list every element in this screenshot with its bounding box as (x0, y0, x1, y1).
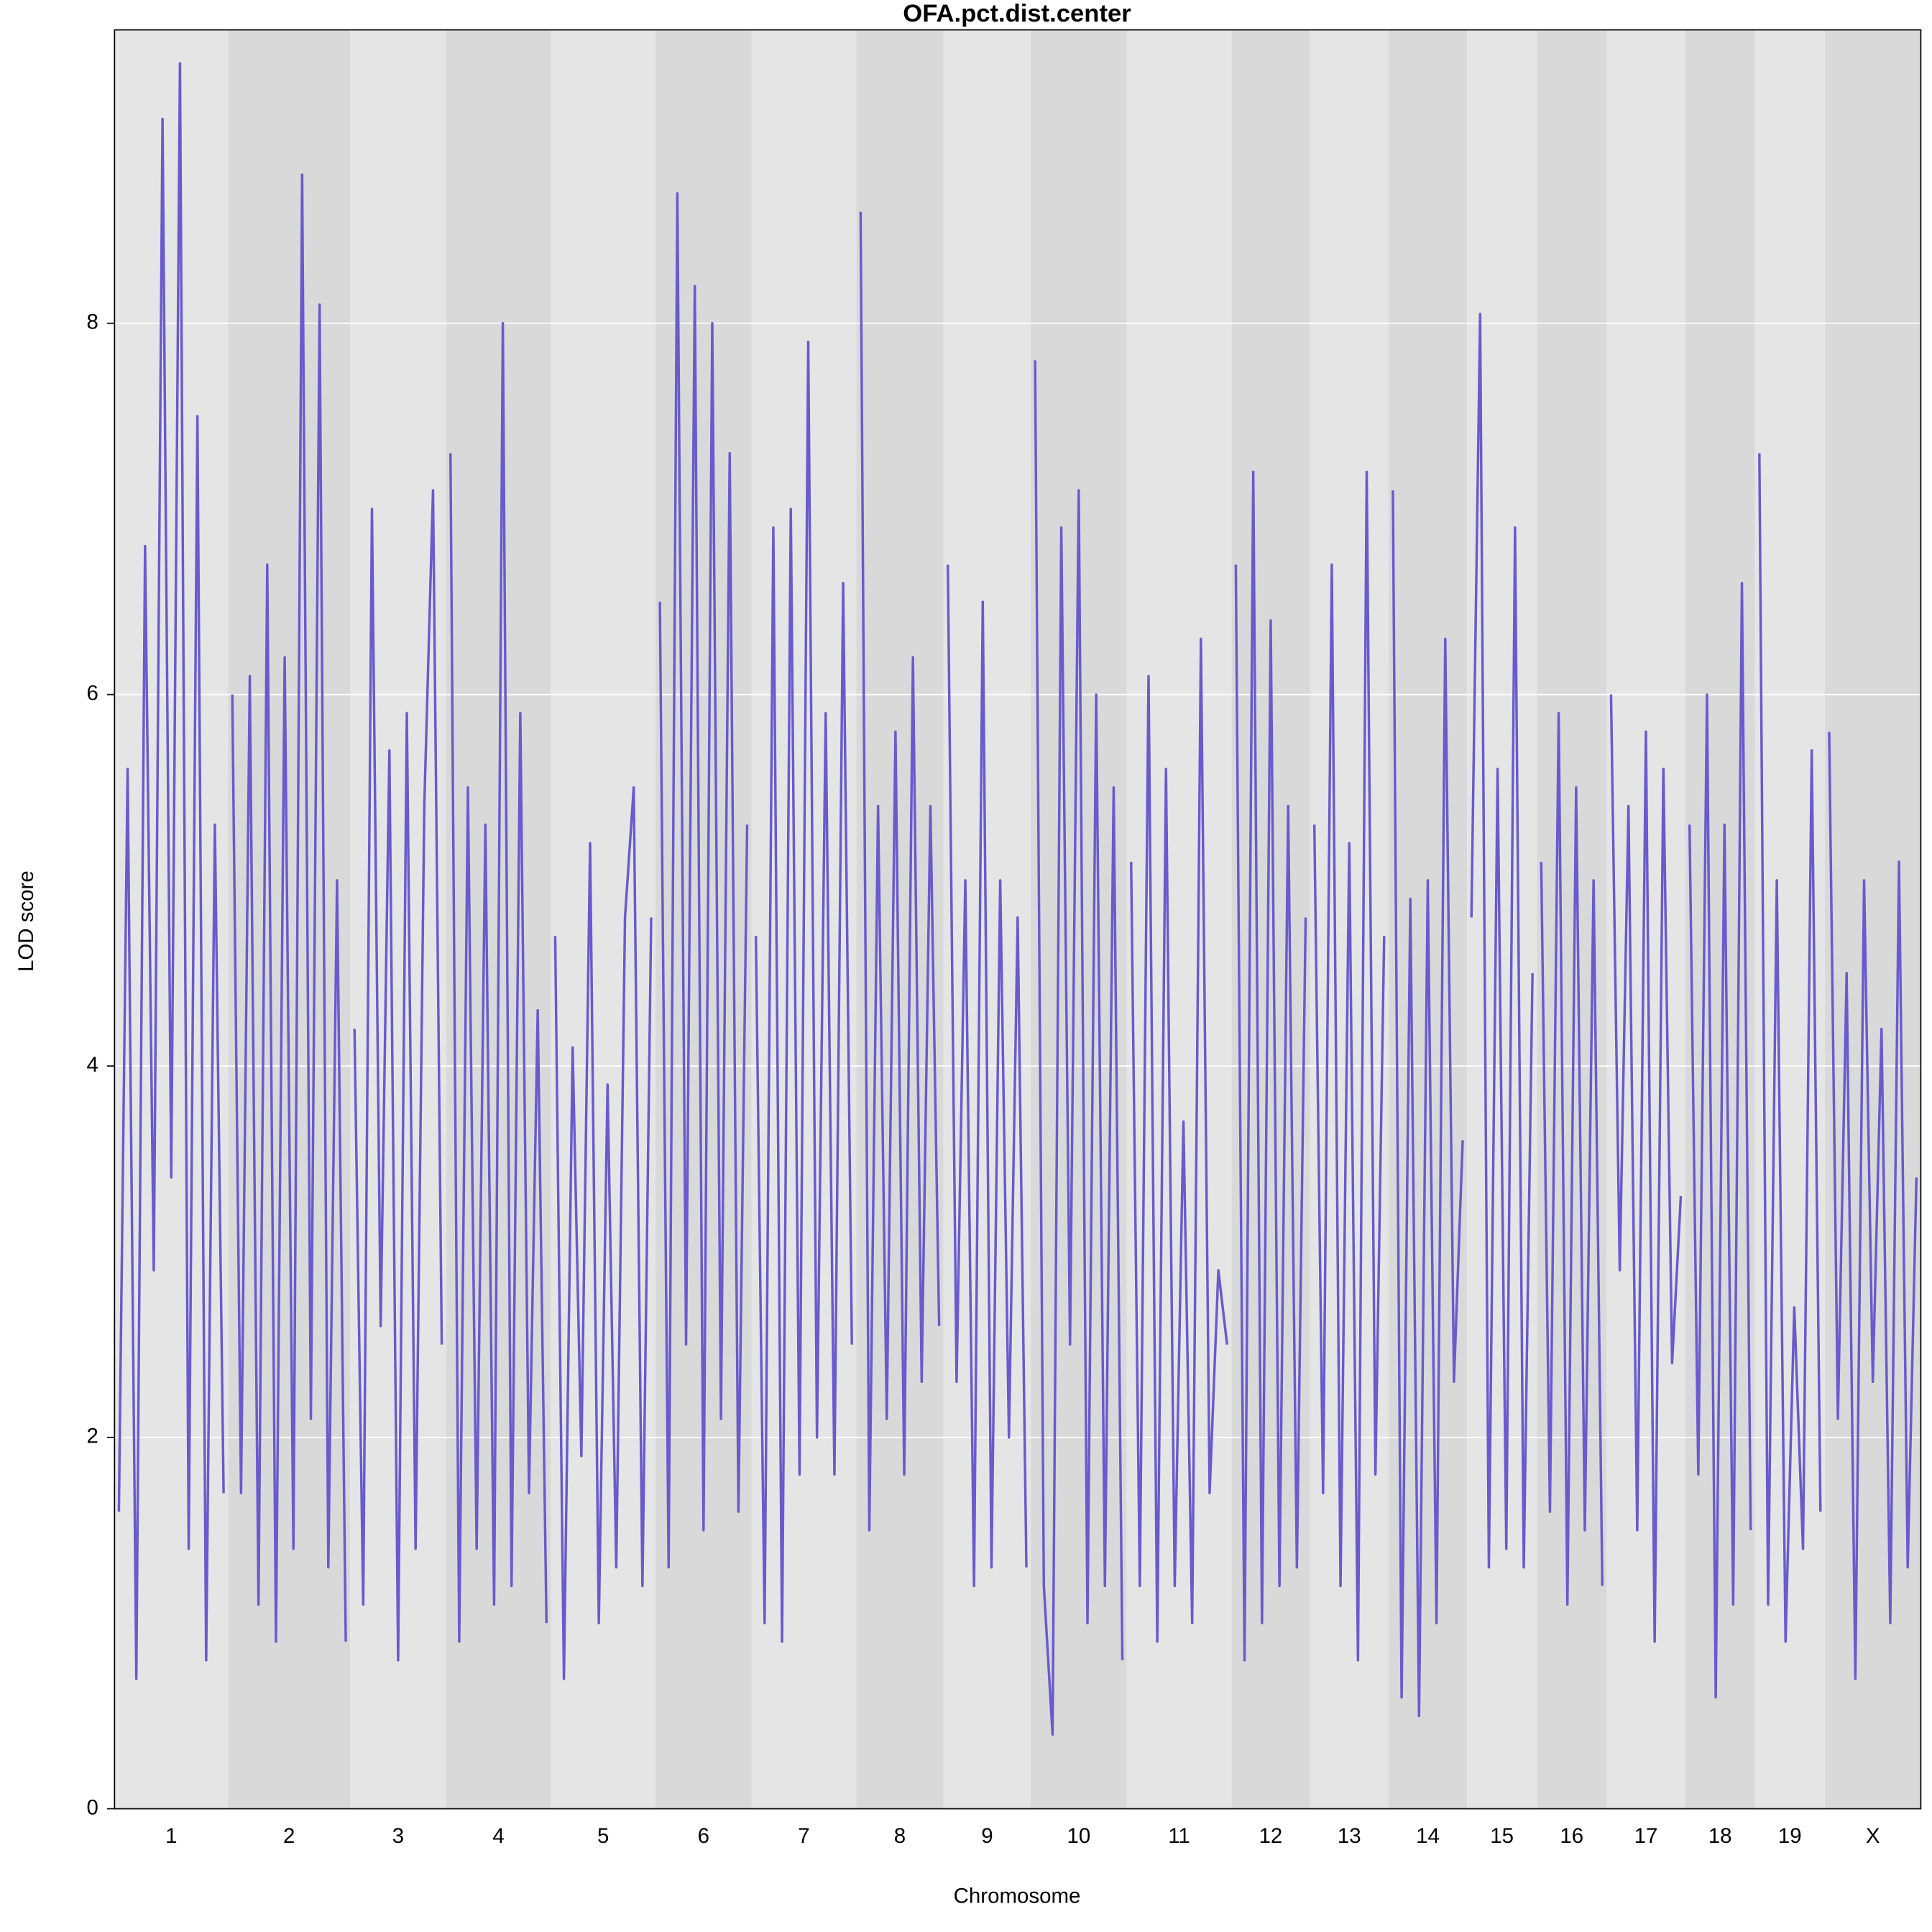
x-tick-label: 12 (1259, 1824, 1283, 1848)
x-tick-label: 19 (1778, 1824, 1802, 1848)
lod-lines (117, 62, 1918, 1736)
lod-line (658, 192, 749, 1569)
x-tick-label: 7 (798, 1824, 809, 1848)
chromosome-band (1126, 29, 1232, 1809)
lod-line (1470, 313, 1534, 1569)
lod-line (754, 340, 853, 1643)
y-tick-label: 8 (86, 310, 98, 334)
lod-line (353, 489, 443, 1662)
lod-line (859, 211, 941, 1532)
lod-line (449, 322, 548, 1643)
x-tick-label: 5 (597, 1824, 609, 1848)
chromosome-band (350, 29, 446, 1809)
x-tick-label: 16 (1560, 1824, 1583, 1848)
x-tick-label: 9 (981, 1824, 993, 1848)
y-axis-label: LOD score (14, 870, 38, 972)
lod-line (117, 62, 225, 1680)
chromosome-band (1606, 29, 1685, 1809)
lod-line (1609, 694, 1683, 1643)
plot-frame (114, 29, 1922, 1810)
y-tick-label: 0 (86, 1795, 98, 1819)
x-tick-label: 6 (698, 1824, 709, 1848)
y-tick-label: 6 (86, 681, 98, 705)
x-tick-label: 18 (1708, 1824, 1732, 1848)
x-tick-label: 10 (1067, 1824, 1090, 1848)
y-tick-label: 4 (86, 1053, 98, 1077)
chromosome-bands (114, 29, 1921, 1809)
x-tick-label: 2 (283, 1824, 295, 1848)
lod-line (1034, 360, 1124, 1736)
lod-line (231, 173, 347, 1643)
chromosome-band (1537, 29, 1607, 1809)
lod-line (1234, 470, 1307, 1662)
lod-line (1540, 712, 1604, 1606)
lod-line (1312, 470, 1386, 1662)
chromosome-band (943, 29, 1031, 1809)
x-tick-label: 4 (492, 1824, 504, 1848)
x-tick-label: 17 (1634, 1824, 1658, 1848)
x-tick-label: 13 (1338, 1824, 1361, 1848)
x-tick-label: X (1866, 1824, 1880, 1848)
lod-line (553, 786, 653, 1680)
x-tick-label: 1 (165, 1824, 177, 1848)
chromosome-band (114, 29, 229, 1809)
x-tick-label: 15 (1490, 1824, 1514, 1848)
x-tick-label: 8 (894, 1824, 906, 1848)
chromosome-band (856, 29, 944, 1809)
x-tick-label: 14 (1416, 1824, 1440, 1848)
lod-line (1129, 638, 1228, 1643)
chart-title: OFA.pct.dist.center (903, 0, 1131, 27)
chromosome-band (1824, 29, 1921, 1809)
chromosome-band (1467, 29, 1537, 1809)
lod-line (1758, 453, 1822, 1643)
x-axis-label: Chromosome (954, 1884, 1081, 1908)
chromosome-band (551, 29, 656, 1809)
lod-line (1392, 490, 1464, 1718)
x-tick-label: 11 (1168, 1824, 1190, 1848)
lod-line (1688, 581, 1752, 1699)
y-tick-label: 2 (86, 1425, 98, 1448)
x-tick-label: 3 (392, 1824, 404, 1848)
chromosome-band (1031, 29, 1127, 1809)
lod-line (1828, 732, 1918, 1680)
chromosome-band (1685, 29, 1755, 1809)
lod-line (947, 564, 1028, 1588)
